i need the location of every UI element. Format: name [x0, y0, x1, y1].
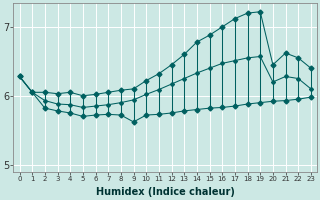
X-axis label: Humidex (Indice chaleur): Humidex (Indice chaleur)	[96, 187, 235, 197]
